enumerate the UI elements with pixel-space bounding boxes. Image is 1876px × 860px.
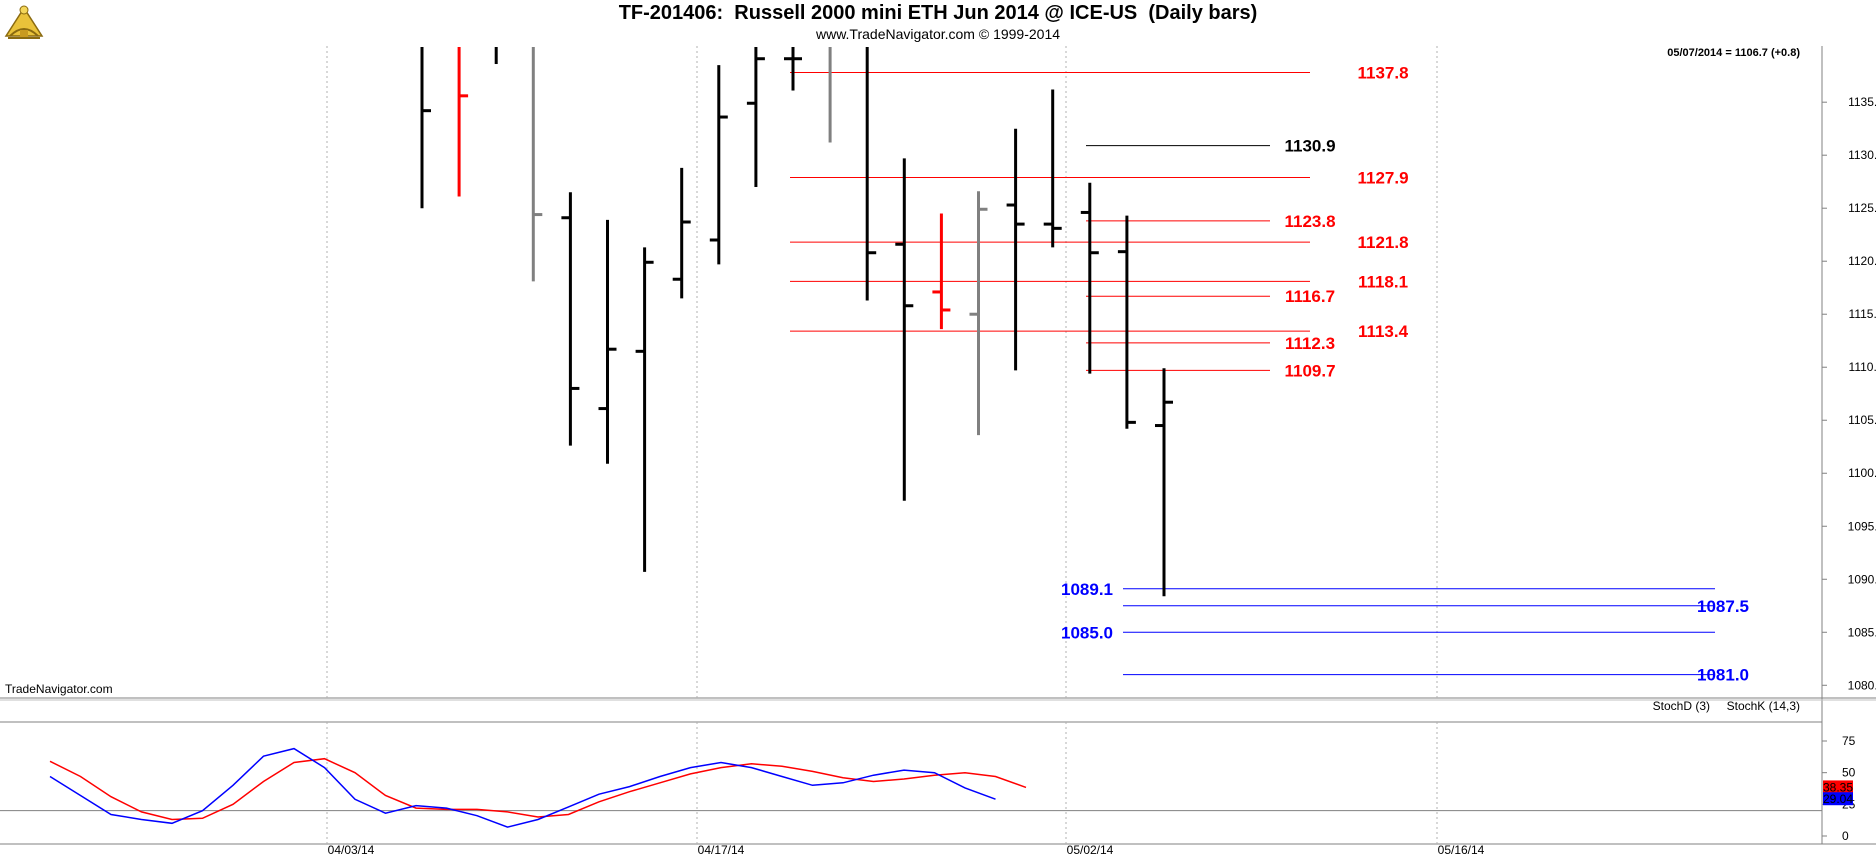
stoch-tick-label: 50 <box>1842 766 1856 780</box>
level-label: 1130.9 <box>1284 137 1335 156</box>
svg-text:05/07/2014 = 110: 05/07/2014 = 1106.7 (+0.8) <box>1667 47 1800 59</box>
x-tick-label: 04/03/14 <box>328 843 375 857</box>
ohlc-bar <box>672 167 691 299</box>
ohlc-bar <box>1155 368 1173 597</box>
ohlc-bar <box>1080 182 1099 374</box>
y-tick-label: 1130.0 <box>1848 148 1876 162</box>
quote-date: 05/07/2014 <box>1667 47 1723 59</box>
ohlc-bar <box>709 65 728 265</box>
y-tick-label: 1100.0 <box>1848 466 1876 480</box>
stoch-legend-label: StochK (14,3) <box>1727 699 1800 713</box>
ohlc-bar <box>1043 89 1062 248</box>
y-tick-label: 1080.0 <box>1848 678 1876 692</box>
level-label: 1127.9 <box>1357 168 1408 187</box>
level-label: 1087.5 <box>1697 597 1749 616</box>
stoch-series-line <box>49 747 996 828</box>
level-label: 1081.0 <box>1697 666 1749 685</box>
level-label: 1121.8 <box>1357 233 1408 252</box>
level-label: 1116.7 <box>1285 287 1335 306</box>
ohlc-bar <box>865 47 877 301</box>
y-tick-label: 1110.0 <box>1849 360 1876 374</box>
ohlc-bar <box>1006 128 1025 371</box>
level-label: 1123.8 <box>1284 212 1335 231</box>
quote-value: 1106.7 <box>1735 47 1768 59</box>
stoch-value-text: 38.35 <box>1823 780 1853 794</box>
ohlc-bar <box>457 47 469 197</box>
level-label: 1113.4 <box>1358 322 1409 341</box>
level-label: 1112.3 <box>1285 334 1335 353</box>
ohlc-bar <box>531 47 543 282</box>
y-tick-label: 1090.0 <box>1848 572 1876 586</box>
ohlc-bar <box>1117 215 1136 429</box>
ohlc-bar <box>969 191 988 436</box>
stoch-tick-label: 0 <box>1842 829 1849 843</box>
sextant-logo-icon <box>4 5 44 39</box>
chart-header: TF-201406: Russell 2000 mini ETH Jun 201… <box>0 0 1876 46</box>
stoch-value-badge <box>1823 792 1853 806</box>
chart-subtitle: www.TradeNavigator.com © 1999-2014 <box>815 26 1061 42</box>
watermark-text: TradeNavigator.com <box>5 682 113 696</box>
y-tick-label: 1085.0 <box>1848 625 1876 639</box>
level-label: 1109.7 <box>1284 361 1335 380</box>
level-label: 1089.1 <box>1061 580 1113 599</box>
ohlc-bar <box>420 47 431 209</box>
stoch-value-text: 29.04 <box>1823 792 1853 806</box>
ohlc-bar <box>932 213 951 330</box>
level-label: 1137.8 <box>1357 64 1408 83</box>
stoch-series-line <box>49 757 1027 821</box>
last-quote-readout: 05/07/2014 = 1106.7 (+0.8) <box>1667 47 1800 59</box>
chart-title: TF-201406: Russell 2000 mini ETH Jun 201… <box>618 2 1258 24</box>
stoch-tick-label: 75 <box>1842 734 1856 748</box>
y-tick-label: 1095.0 <box>1848 519 1876 533</box>
x-tick-label: 05/02/14 <box>1067 843 1114 857</box>
level-label: 1085.0 <box>1061 623 1113 642</box>
stoch-legend-label: StochD (3) <box>1653 699 1710 713</box>
ohlc-bar <box>635 247 654 572</box>
stoch-value-badge <box>1823 780 1853 794</box>
level-label: 1118.1 <box>1358 272 1408 291</box>
ohlc-bar <box>784 47 802 91</box>
y-tick-label: 1125.0 <box>1848 201 1876 215</box>
y-tick-label: 1115.0 <box>1849 307 1876 321</box>
ohlc-bar <box>746 47 765 188</box>
x-tick-label: 04/17/14 <box>698 843 745 857</box>
ohlc-bar <box>895 158 914 501</box>
y-tick-label: 1120.0 <box>1848 254 1876 268</box>
quote-change: (+0.8) <box>1771 47 1800 59</box>
x-tick-label: 05/16/14 <box>1438 843 1485 857</box>
y-tick-label: 1135.0 <box>1848 95 1876 109</box>
y-tick-label: 1105.0 <box>1848 413 1876 427</box>
ohlc-bar <box>561 192 580 446</box>
ohlc-bar <box>598 219 617 464</box>
